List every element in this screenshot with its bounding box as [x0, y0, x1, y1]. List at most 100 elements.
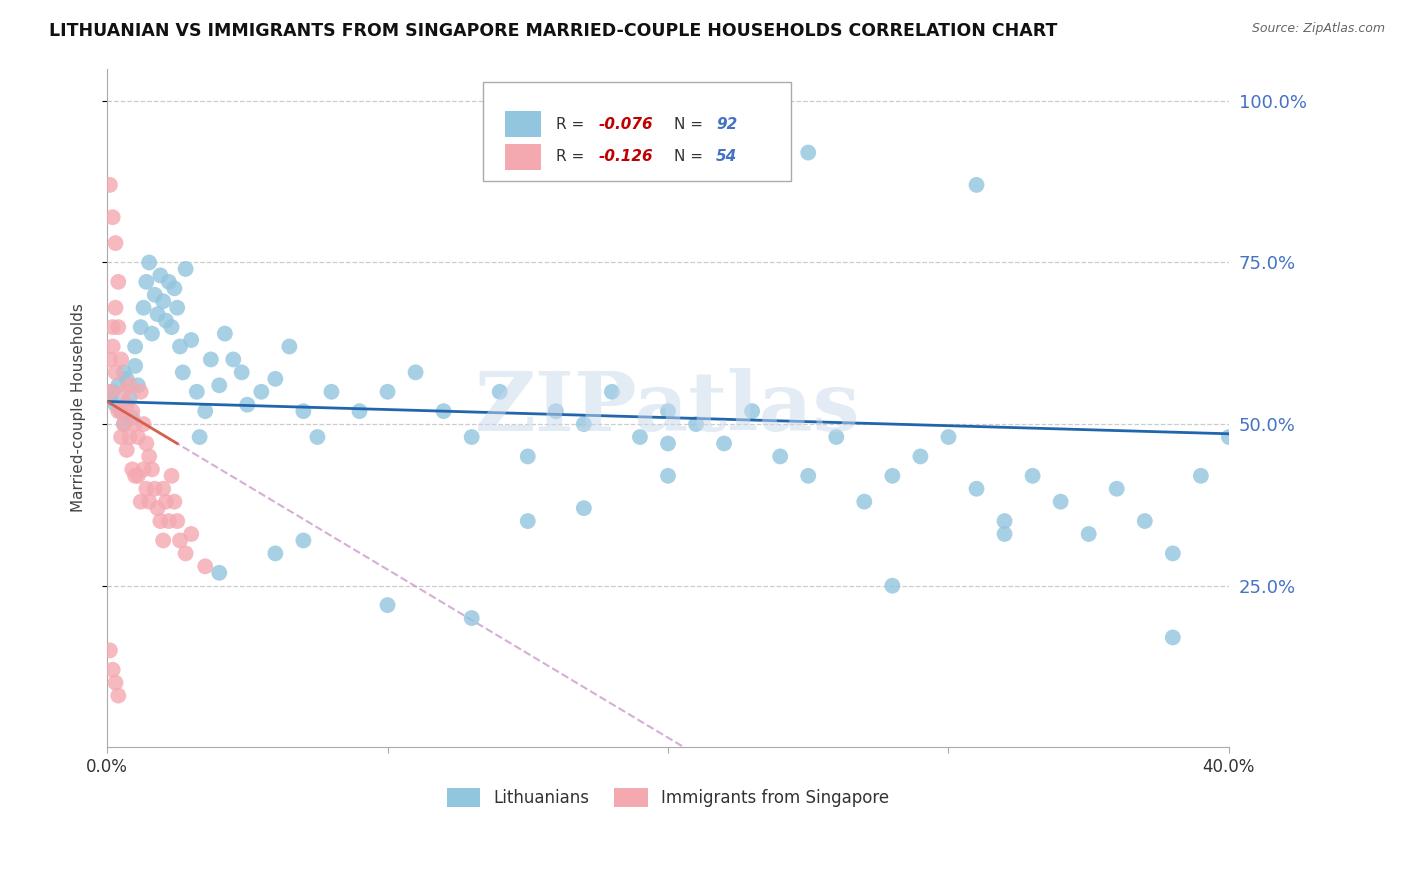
- Point: [910, 450, 932, 464]
- Point: [938, 430, 960, 444]
- Point: [488, 384, 510, 399]
- Point: [141, 326, 163, 341]
- Point: [152, 533, 174, 548]
- Point: [292, 533, 315, 548]
- Text: LITHUANIAN VS IMMIGRANTS FROM SINGAPORE MARRIED-COUPLE HOUSEHOLDS CORRELATION CH: LITHUANIAN VS IMMIGRANTS FROM SINGAPORE …: [49, 22, 1057, 40]
- Point: [405, 365, 427, 379]
- Text: 54: 54: [716, 149, 738, 164]
- Point: [104, 236, 127, 251]
- Point: [349, 404, 371, 418]
- Point: [460, 430, 482, 444]
- Point: [127, 378, 149, 392]
- Point: [222, 352, 245, 367]
- Point: [1021, 468, 1043, 483]
- Point: [278, 339, 301, 353]
- Text: R =: R =: [555, 149, 589, 164]
- Point: [104, 398, 127, 412]
- Point: [1161, 546, 1184, 560]
- Point: [138, 255, 160, 269]
- Point: [124, 339, 146, 353]
- Point: [657, 404, 679, 418]
- Text: 92: 92: [716, 117, 738, 132]
- Point: [160, 468, 183, 483]
- Point: [163, 281, 186, 295]
- Point: [966, 482, 988, 496]
- Point: [157, 275, 180, 289]
- Point: [174, 261, 197, 276]
- Point: [797, 468, 820, 483]
- Point: [132, 462, 155, 476]
- Point: [107, 689, 129, 703]
- Point: [101, 211, 124, 225]
- Text: N =: N =: [673, 149, 707, 164]
- Point: [110, 404, 132, 418]
- Point: [377, 384, 399, 399]
- Point: [685, 417, 707, 431]
- Point: [124, 417, 146, 431]
- Point: [292, 404, 315, 418]
- Point: [127, 430, 149, 444]
- Point: [741, 404, 763, 418]
- Point: [1105, 482, 1128, 496]
- Point: [993, 527, 1015, 541]
- Point: [115, 398, 138, 412]
- Point: [110, 352, 132, 367]
- Point: [110, 404, 132, 418]
- Point: [98, 178, 121, 192]
- Point: [544, 404, 567, 418]
- Point: [600, 384, 623, 399]
- Point: [180, 333, 202, 347]
- Point: [101, 384, 124, 399]
- Point: [124, 359, 146, 373]
- Point: [882, 579, 904, 593]
- Point: [115, 442, 138, 457]
- Point: [135, 482, 157, 496]
- Point: [166, 301, 188, 315]
- Point: [188, 430, 211, 444]
- Point: [214, 326, 236, 341]
- Point: [104, 365, 127, 379]
- Text: Source: ZipAtlas.com: Source: ZipAtlas.com: [1251, 22, 1385, 36]
- Point: [155, 313, 177, 327]
- Point: [993, 514, 1015, 528]
- Point: [132, 301, 155, 315]
- Point: [112, 384, 135, 399]
- Point: [1133, 514, 1156, 528]
- Point: [194, 559, 217, 574]
- Point: [1049, 494, 1071, 508]
- Point: [138, 494, 160, 508]
- Point: [129, 384, 152, 399]
- Point: [112, 417, 135, 431]
- Point: [433, 404, 456, 418]
- Point: [186, 384, 208, 399]
- Point: [174, 546, 197, 560]
- Point: [121, 404, 143, 418]
- Point: [118, 430, 141, 444]
- Point: [98, 384, 121, 399]
- Point: [98, 391, 121, 405]
- Point: [138, 450, 160, 464]
- Point: [1218, 430, 1240, 444]
- Point: [264, 372, 287, 386]
- Y-axis label: Married-couple Households: Married-couple Households: [72, 303, 86, 512]
- Point: [107, 275, 129, 289]
- Point: [516, 514, 538, 528]
- Point: [101, 663, 124, 677]
- Text: R =: R =: [555, 117, 589, 132]
- Point: [129, 320, 152, 334]
- Point: [146, 307, 169, 321]
- Point: [180, 527, 202, 541]
- Point: [110, 430, 132, 444]
- Point: [208, 378, 231, 392]
- Point: [321, 384, 343, 399]
- Point: [713, 436, 735, 450]
- Point: [129, 494, 152, 508]
- Point: [157, 514, 180, 528]
- Point: [853, 494, 876, 508]
- Point: [231, 365, 253, 379]
- Point: [149, 268, 172, 283]
- Point: [155, 494, 177, 508]
- Point: [121, 462, 143, 476]
- FancyBboxPatch shape: [505, 112, 541, 137]
- Point: [98, 643, 121, 657]
